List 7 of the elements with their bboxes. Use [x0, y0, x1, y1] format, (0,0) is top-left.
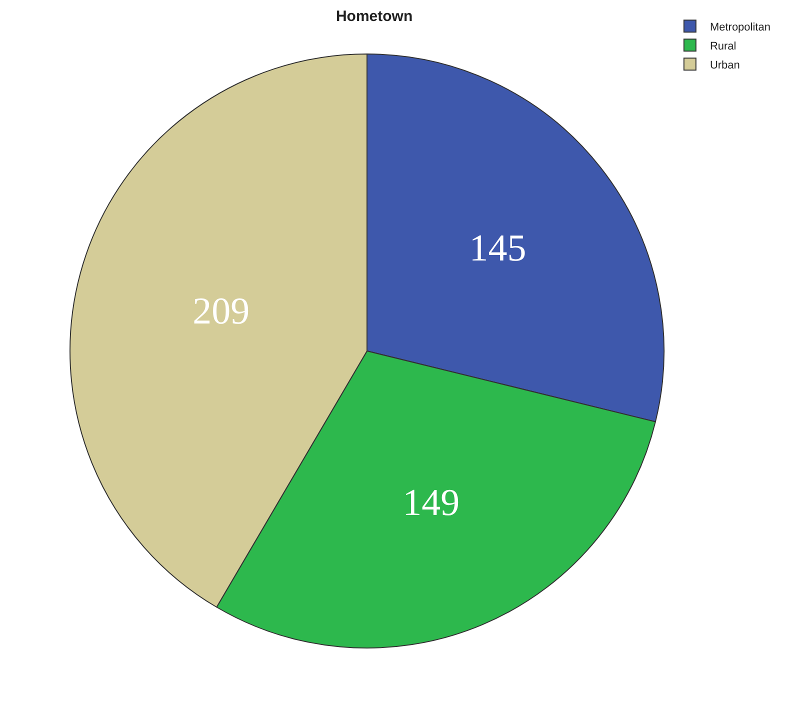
legend-label: Urban: [710, 59, 740, 72]
legend-label: Rural: [710, 40, 736, 52]
legend-label: Metropolitan: [710, 21, 770, 34]
data-label: 149: [402, 482, 460, 524]
chart-title: Hometown: [336, 8, 413, 26]
data-label: 209: [192, 290, 250, 332]
data-label: 145: [469, 227, 526, 270]
